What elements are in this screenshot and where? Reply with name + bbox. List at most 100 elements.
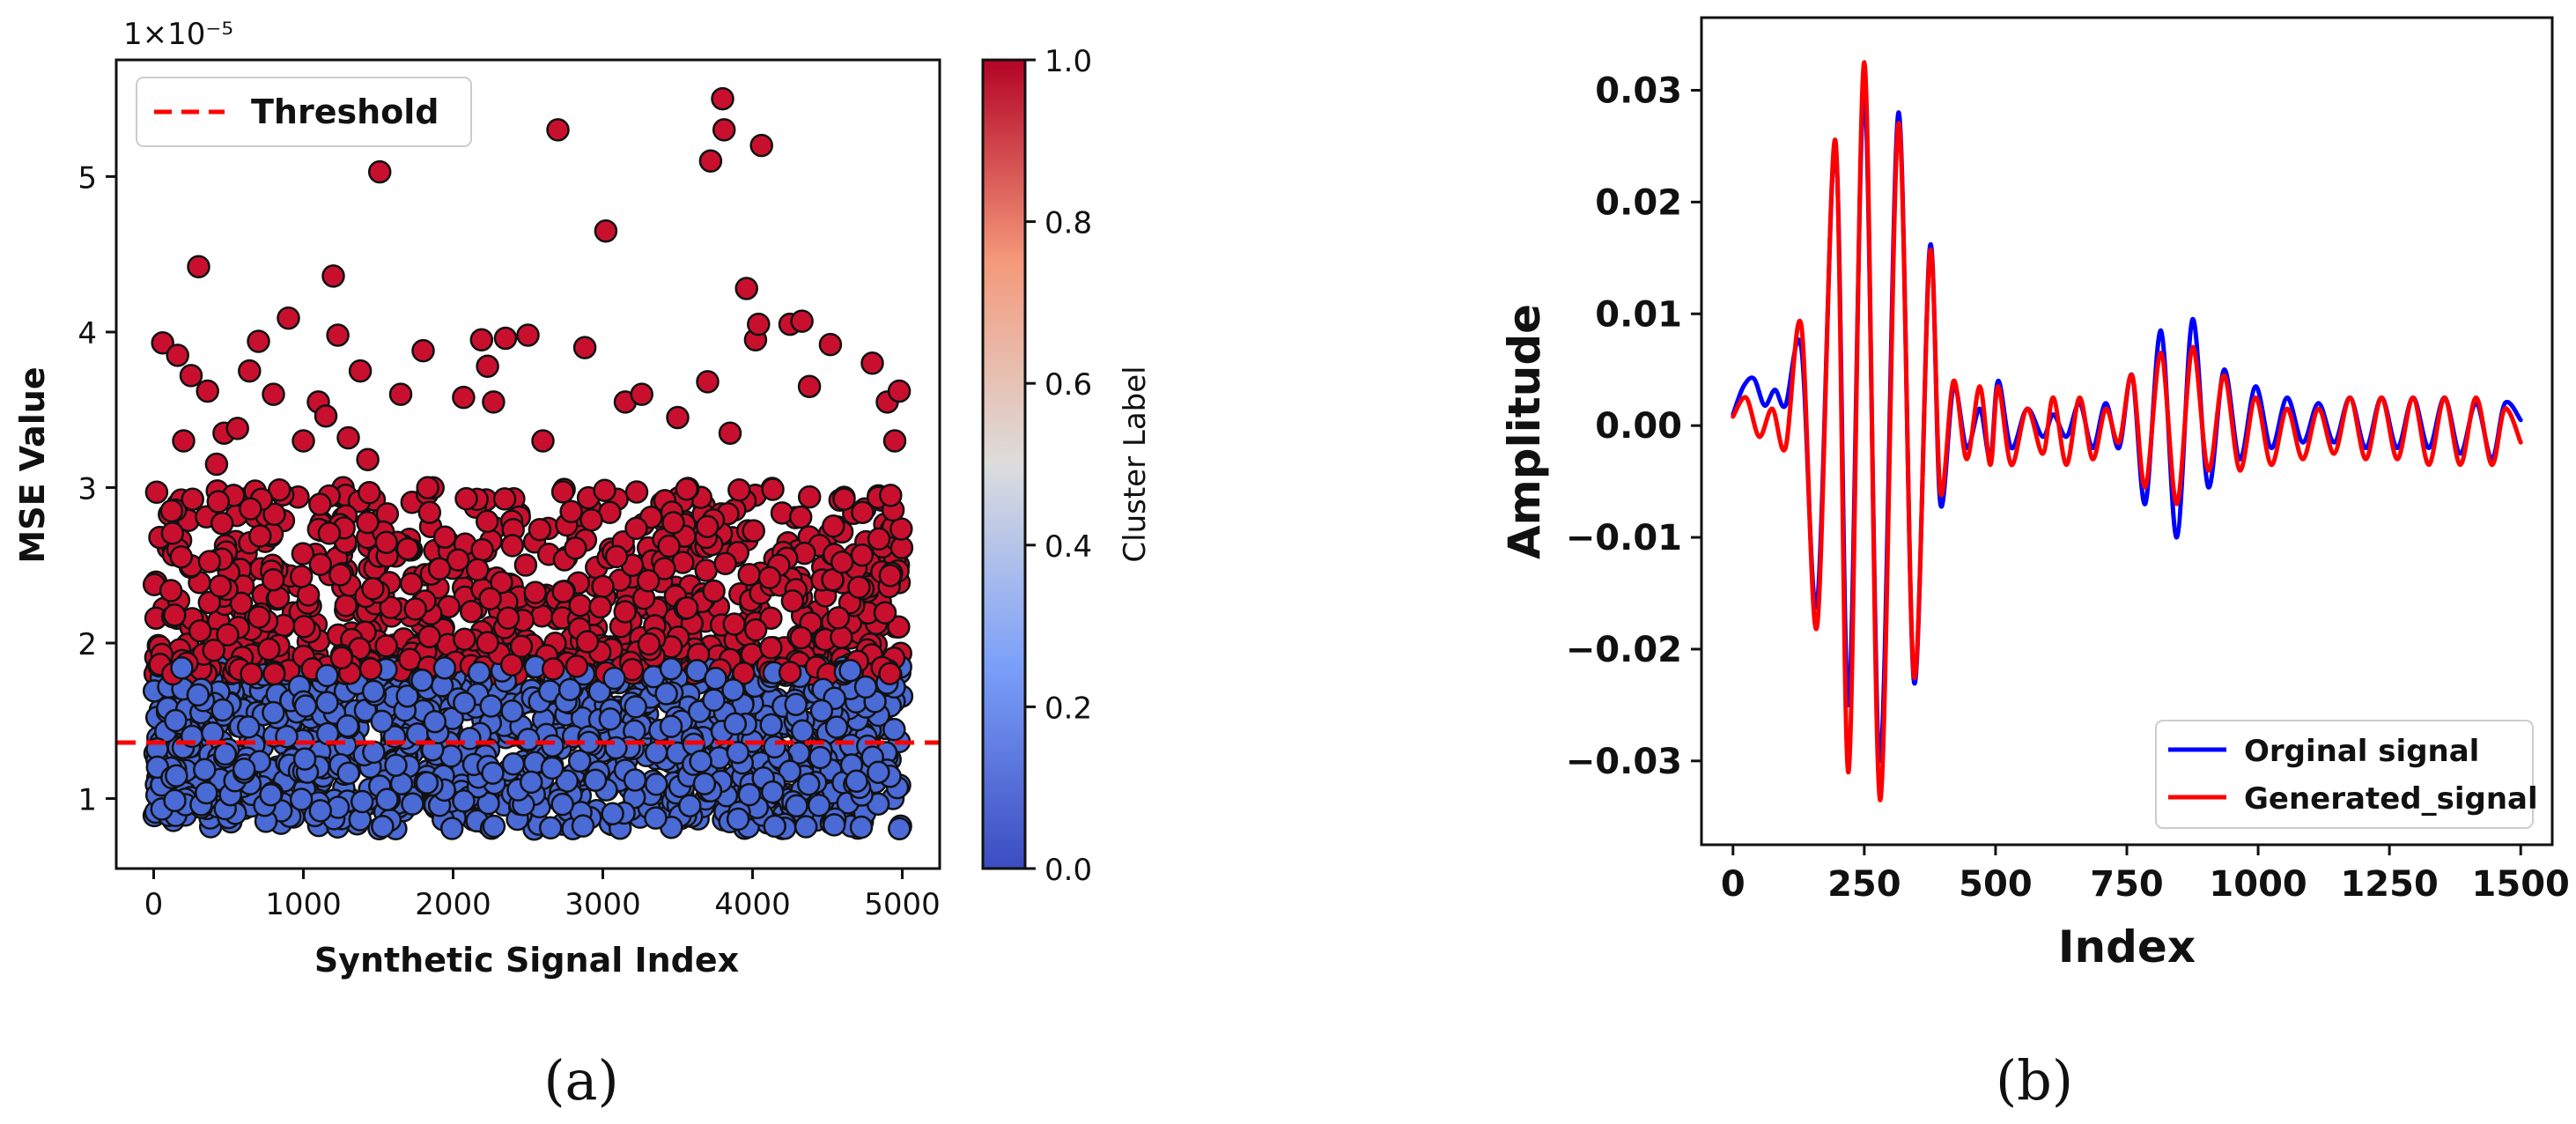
scatter-point — [663, 512, 684, 533]
scatter-point-outlier — [700, 151, 721, 172]
scatter-point-outlier — [574, 337, 595, 359]
scatter-point — [779, 662, 801, 683]
scatter-point — [171, 546, 192, 567]
scatter-point — [875, 603, 896, 624]
scatter-point-outlier — [720, 423, 741, 444]
scatter-point — [160, 580, 181, 602]
scatter-point — [165, 710, 186, 731]
scatter-point — [739, 784, 760, 805]
scatter-point — [480, 588, 501, 610]
scatter-point — [745, 619, 766, 640]
x-axis-label: Synthetic Signal Index — [314, 941, 739, 980]
scatter-point — [771, 502, 793, 523]
scatter-point — [602, 803, 624, 825]
scatter-point — [518, 728, 539, 750]
scatter-point — [553, 581, 574, 603]
scatter-point — [880, 484, 901, 506]
scatter-point — [846, 771, 867, 792]
scatter-point-outlier — [595, 220, 616, 241]
scatter-point — [515, 555, 536, 576]
scatter-point — [540, 817, 561, 839]
scatter-point — [659, 536, 680, 557]
scatter-point — [585, 770, 606, 791]
y-axis-ticks: −0.03−0.02−0.010.000.010.020.03 — [1566, 70, 1701, 781]
scatter-point — [362, 578, 383, 599]
y-tick-label: 0.00 — [1595, 406, 1682, 447]
scatter-point — [454, 629, 475, 650]
scatter-point — [679, 795, 700, 817]
scatter-point — [791, 627, 812, 648]
y-scale-label: 1×10⁻⁵ — [123, 17, 233, 52]
scatter-point — [417, 477, 439, 499]
scatter-points — [144, 88, 912, 839]
scatter-point-outlier — [495, 328, 516, 349]
scatter-point — [249, 526, 270, 547]
scatter-point — [310, 554, 331, 575]
scatter-point — [469, 662, 490, 684]
scatter-point — [880, 663, 901, 684]
scatter-point — [483, 816, 505, 837]
scatter-point — [646, 773, 667, 795]
scatter-point — [189, 620, 210, 641]
scatter-point — [786, 795, 808, 817]
scatter-point — [831, 551, 853, 573]
scatter-point — [402, 794, 423, 815]
scatter-point — [676, 597, 698, 618]
y-axis-ticks: 12345 — [78, 160, 116, 817]
scatter-point-outlier — [884, 431, 905, 452]
scatter-point-outlier — [293, 431, 314, 452]
scatter-point-outlier — [248, 331, 269, 352]
scatter-point — [694, 773, 715, 795]
scatter-point — [625, 696, 646, 717]
x-tick-label: 4000 — [714, 887, 791, 922]
scatter-point — [727, 809, 749, 830]
scatter-point-outlier — [748, 314, 769, 335]
x-tick-label: 750 — [2090, 864, 2164, 905]
scatter-point — [502, 535, 523, 556]
scatter-point-outlier — [631, 384, 653, 405]
scatter-point — [889, 818, 910, 839]
scatter-point — [397, 538, 418, 559]
scatter-point — [262, 702, 284, 723]
y-tick-label: 5 — [78, 160, 97, 196]
scatter-point — [165, 790, 186, 811]
scatter-point — [529, 519, 550, 540]
scatter-point — [502, 700, 523, 721]
scatter-point-outlier — [477, 356, 498, 377]
scatter-point — [477, 632, 498, 654]
scatter-point-outlier — [390, 384, 411, 405]
scatter-point — [600, 708, 621, 729]
scatter-point — [676, 478, 698, 499]
x-tick-label: 2000 — [415, 887, 491, 922]
scatter-point — [638, 570, 659, 591]
scatter-point — [834, 489, 855, 510]
scatter-point — [656, 684, 677, 705]
scatter-point — [823, 814, 845, 835]
scatter-point — [743, 521, 764, 542]
scatter-point — [795, 817, 816, 838]
scatter-point — [372, 816, 393, 837]
scatter-point — [476, 511, 498, 532]
scatter-point — [728, 479, 749, 500]
scatter-point — [851, 817, 872, 838]
colorbar-tick-label: 0.2 — [1044, 691, 1092, 726]
colorbar: 0.00.20.40.60.81.0 Cluster Label — [983, 44, 1153, 888]
x-tick-label: 1000 — [2209, 864, 2307, 905]
x-tick-label: 0 — [144, 887, 164, 922]
colorbar-tick-label: 1.0 — [1044, 44, 1092, 79]
scatter-point — [459, 728, 480, 749]
y-tick-label: −0.03 — [1566, 742, 1682, 782]
scatter-point — [764, 736, 786, 758]
scatter-point-outlier — [712, 88, 734, 109]
scatter-point-outlier — [668, 407, 689, 428]
scatter-point — [823, 515, 844, 536]
y-tick-label: 0.02 — [1595, 182, 1682, 223]
scatter-point-outlier — [181, 365, 202, 386]
y-tick-label: −0.02 — [1566, 630, 1682, 670]
scatter-point — [809, 747, 830, 768]
scatter-point — [203, 640, 225, 661]
colorbar-tick-label: 0.4 — [1044, 529, 1092, 565]
scatter-point — [830, 627, 852, 648]
scatter-point — [372, 711, 393, 732]
x-axis-ticks: 0 1000 2000 3000 4000 5000 — [144, 869, 941, 922]
